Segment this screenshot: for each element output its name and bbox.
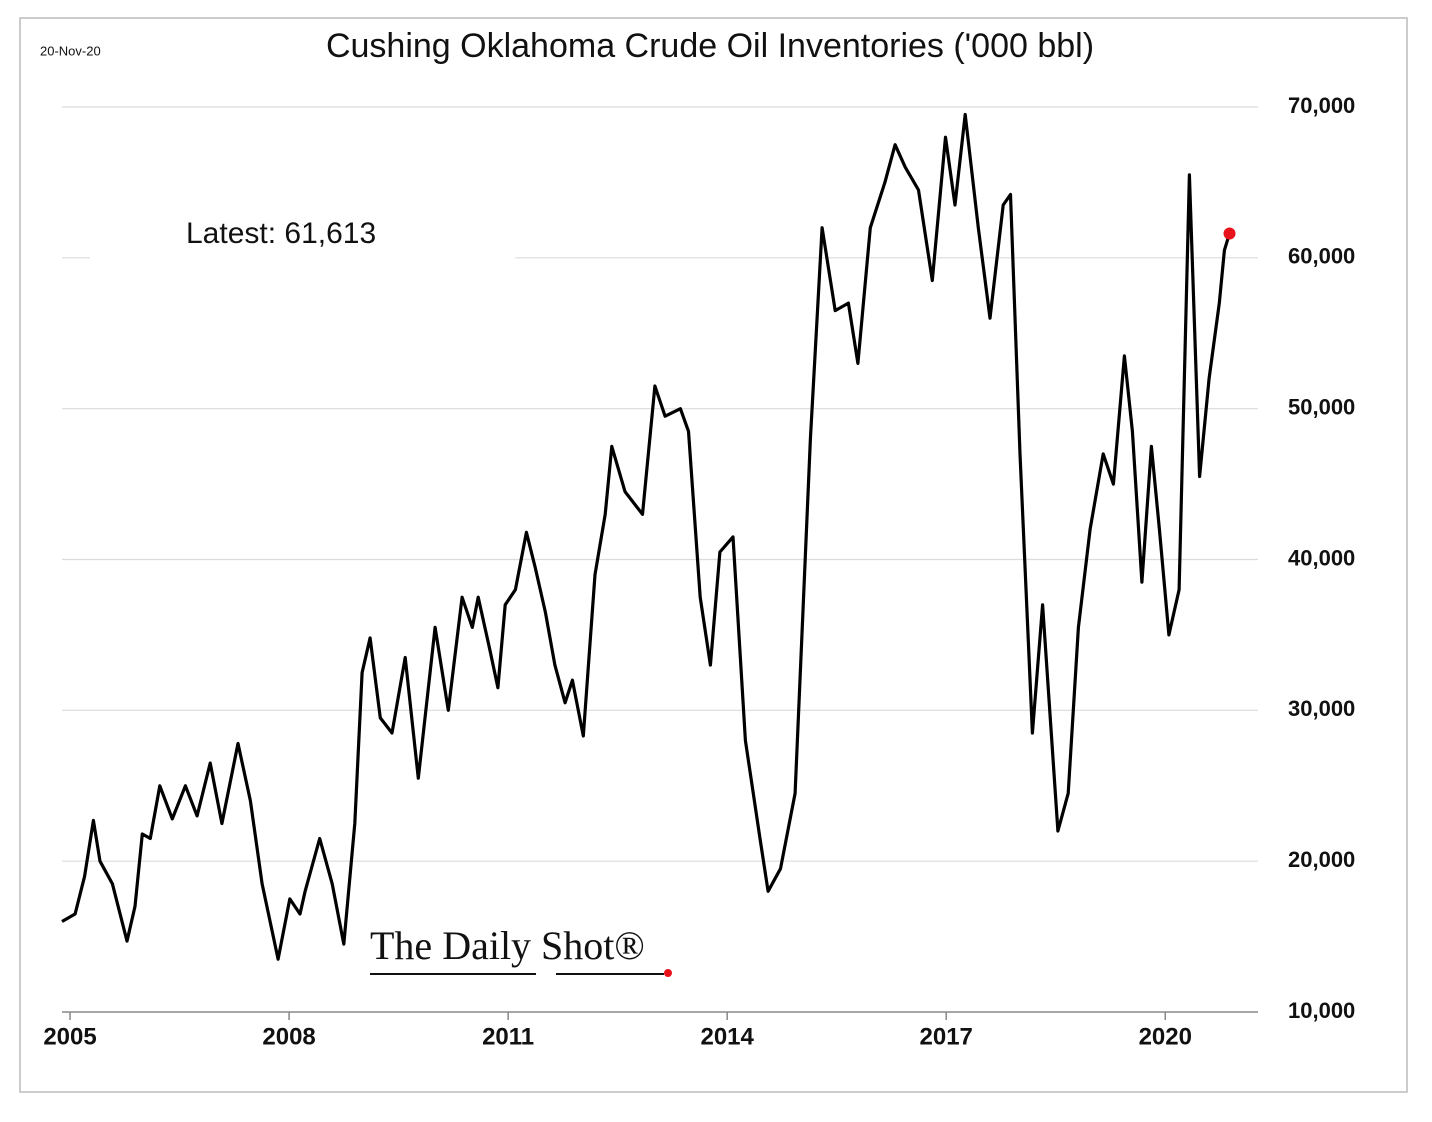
annotation-bg — [90, 222, 515, 272]
x-tick-label: 2005 — [43, 1023, 96, 1050]
frame — [19, 17, 1408, 1093]
date-label: 20-Nov-20 — [40, 43, 101, 58]
chart-title: Cushing Oklahoma Crude Oil Inventories (… — [326, 27, 1094, 65]
y-tick-label: 40,000 — [1288, 545, 1355, 570]
watermark-dot — [664, 969, 672, 977]
latest-point — [1223, 227, 1236, 240]
x-tick-label: 2020 — [1139, 1023, 1192, 1050]
annotation: Latest: 61,613 — [186, 217, 376, 250]
y-tick-label: 30,000 — [1288, 696, 1355, 721]
x-tick-label: 2017 — [920, 1023, 973, 1050]
y-tick-label: 20,000 — [1288, 847, 1355, 872]
x-tick-label: 2014 — [700, 1023, 754, 1050]
y-tick-label: 50,000 — [1288, 394, 1355, 419]
x-tick-label: 2011 — [482, 1023, 534, 1050]
y-tick-label: 70,000 — [1288, 93, 1355, 118]
y-tick-label: 60,000 — [1288, 244, 1355, 269]
y-tick-label: 10,000 — [1288, 998, 1355, 1023]
x-tick-label: 2008 — [262, 1023, 315, 1050]
watermark: The Daily Shot® — [370, 923, 645, 968]
series-line — [61, 112, 1232, 961]
